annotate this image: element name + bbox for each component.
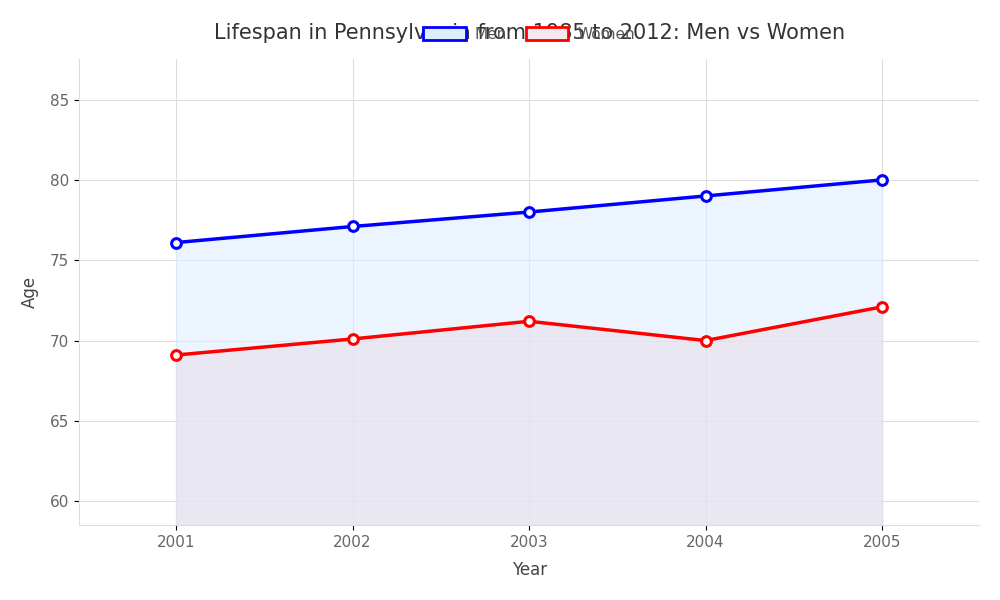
- X-axis label: Year: Year: [512, 561, 547, 579]
- Y-axis label: Age: Age: [21, 277, 39, 308]
- Title: Lifespan in Pennsylvania from 1985 to 2012: Men vs Women: Lifespan in Pennsylvania from 1985 to 20…: [214, 23, 845, 43]
- Legend: Men, Women: Men, Women: [417, 20, 641, 48]
